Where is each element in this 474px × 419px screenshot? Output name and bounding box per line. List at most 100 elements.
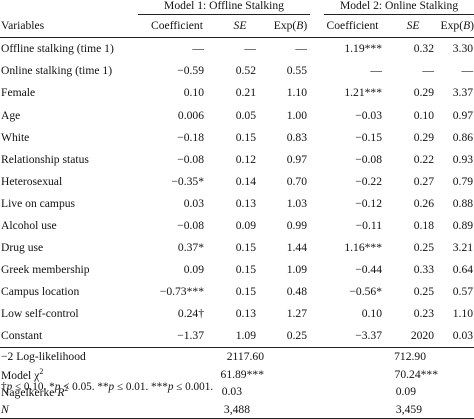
se-1: 1.09 xyxy=(216,325,264,349)
se-1: 0.15 xyxy=(235,285,256,299)
exp-2: 3.30 xyxy=(452,42,474,56)
stat-label: Nagelkerke R2 xyxy=(1,384,69,400)
table-row: Greek membership 0.09 0.15 1.09 −0.44 0.33 0.6… xyxy=(0,259,474,281)
exp-2: 0.97 xyxy=(452,108,474,122)
coef-2: −0.12 xyxy=(355,196,383,210)
coef-1: 0.37* xyxy=(177,241,204,255)
stat-value-1: 3,488 xyxy=(138,400,264,419)
coef-2: — xyxy=(370,64,383,78)
row-label: Greek membership xyxy=(1,263,90,277)
table-row: Relationship status −0.08 0.12 0.97 −0.08 0.2… xyxy=(0,148,474,170)
model-2-title: Model 2: Online Stalking xyxy=(310,0,474,15)
se-1: — xyxy=(244,42,256,56)
stat-value-1: 0.03 xyxy=(221,385,242,399)
table-row: White −0.18 0.15 0.83 −0.15 0.29 0.86 xyxy=(0,126,474,148)
se-header-1: SE xyxy=(216,14,264,38)
exp-2: 0.88 xyxy=(452,196,474,210)
se-2: 0.10 xyxy=(413,108,435,122)
row-label: Drug use xyxy=(1,241,44,255)
se-2: 0.33 xyxy=(413,263,435,277)
se-2: 0.27 xyxy=(413,174,435,188)
se-2: 0.22 xyxy=(413,152,435,166)
coef-1: −0.35* xyxy=(171,174,204,188)
table-row: Heterosexual −0.35* 0.14 0.70 −0.22 0.27 0.79 xyxy=(0,171,474,193)
exp-2: 0.93 xyxy=(452,152,474,166)
table-row: Alcohol use −0.08 0.09 0.99 −0.11 0.18 0.89 xyxy=(0,215,474,237)
se-1: 0.15 xyxy=(235,263,256,277)
table-row: Constant −1.37 1.09 0.25 −3.37 2020 0.03 xyxy=(0,325,474,349)
exp-1: 1.27 xyxy=(286,307,308,321)
stat-label: −2 Log-likelihood xyxy=(1,350,86,364)
coef-1: 0.09 xyxy=(183,263,204,277)
table-row: Female 0.10 0.21 1.10 1.21*** 0.29 3.37 xyxy=(0,82,474,104)
se-header-2: SE xyxy=(388,14,439,38)
se-1: 0.05 xyxy=(235,108,256,122)
se-1: 0.15 xyxy=(235,241,256,255)
stat-label: N xyxy=(0,400,138,419)
exp-1: 0.70 xyxy=(286,174,308,188)
significance-footnote: †p ≤ 0.10. *p < 0.05. **p ≤ 0.01. ***p ≤… xyxy=(1,381,214,393)
coef-2: −3.37 xyxy=(317,325,389,349)
stat-value-2: 712.90 xyxy=(394,350,427,364)
coef-2: −0.03 xyxy=(355,108,383,122)
stat-value-1: 2117.60 xyxy=(226,350,264,364)
coef-1: 0.10 xyxy=(183,86,204,100)
coef-2: 1.16*** xyxy=(344,241,383,255)
row-label: Live on campus xyxy=(1,196,76,210)
stat-value-2: 70.24*** xyxy=(394,367,439,381)
stat-label: Model χ2 xyxy=(1,366,44,382)
coef-2: 0.10 xyxy=(361,307,383,321)
coef-2: −0.22 xyxy=(355,174,383,188)
se-2: 0.25 xyxy=(413,241,435,255)
coef-2: 1.19*** xyxy=(344,42,383,56)
coef-2: −0.15 xyxy=(355,130,383,144)
table-row: Online stalking (time 1) −0.59 0.52 0.55 — — — xyxy=(0,60,474,82)
coef-1: −0.18 xyxy=(177,130,204,144)
table-row: Low self-control 0.24† 0.13 1.27 0.10 0.23 1.1… xyxy=(0,303,474,325)
row-label: Relationship status xyxy=(1,152,89,166)
se-1: 0.15 xyxy=(235,130,256,144)
se-2: 0.29 xyxy=(413,86,435,100)
coef-1: 0.006 xyxy=(177,108,204,122)
se-1: 0.52 xyxy=(235,64,256,78)
se-1: 0.09 xyxy=(235,219,256,232)
se-1: 0.12 xyxy=(235,152,256,166)
stat-value-2: 3,459 xyxy=(317,400,439,419)
se-2: 0.29 xyxy=(413,130,435,144)
coef-2: −0.08 xyxy=(355,152,383,166)
se-2: 0.18 xyxy=(413,219,435,232)
exp-1: 0.83 xyxy=(286,130,308,144)
exp-2: 1.10 xyxy=(452,307,474,321)
coef-1: −0.08 xyxy=(177,219,204,232)
table-row: Live on campus 0.03 0.13 1.03 −0.12 0.26 0.88 xyxy=(0,193,474,215)
se-2: 0.25 xyxy=(413,285,435,299)
se-2: 2020 xyxy=(388,325,439,349)
stat-row-chisq: Model χ2 61.89*** 70.24*** xyxy=(0,366,474,384)
table-row: Drug use 0.37* 0.15 1.44 1.16*** 0.25 3.21 xyxy=(0,237,474,259)
row-label: Female xyxy=(1,86,36,100)
se-1: 0.13 xyxy=(235,307,256,321)
variables-header: Variables xyxy=(0,14,138,38)
exp-2: — xyxy=(461,64,474,78)
exp-1: — xyxy=(295,42,308,56)
coef-2: −0.56* xyxy=(349,285,383,299)
table-row: Campus location −0.73*** 0.15 0.48 −0.56* 0.2… xyxy=(0,281,474,303)
coef-2: −0.44 xyxy=(355,263,383,277)
se-2: 0.26 xyxy=(413,196,435,210)
exp-2: 0.86 xyxy=(452,130,474,144)
exp-2: 3.37 xyxy=(452,86,474,100)
coef-2: −0.11 xyxy=(355,219,383,232)
exp-1: 1.00 xyxy=(286,108,308,122)
coef-1: −0.59 xyxy=(177,64,204,78)
exp-1: 0.48 xyxy=(286,285,308,299)
exp-1: 1.44 xyxy=(286,241,308,255)
row-label: Alcohol use xyxy=(1,219,57,232)
row-label: White xyxy=(1,130,30,144)
stat-value-2: 0.09 xyxy=(395,385,417,399)
row-label: Low self-control xyxy=(1,307,79,321)
se-2: 0.23 xyxy=(413,307,435,321)
table-row: Age 0.006 0.05 1.00 −0.03 0.10 0.97 xyxy=(0,104,474,126)
coef-1: 0.03 xyxy=(183,196,204,210)
exp-2: 0.03 xyxy=(438,325,474,349)
